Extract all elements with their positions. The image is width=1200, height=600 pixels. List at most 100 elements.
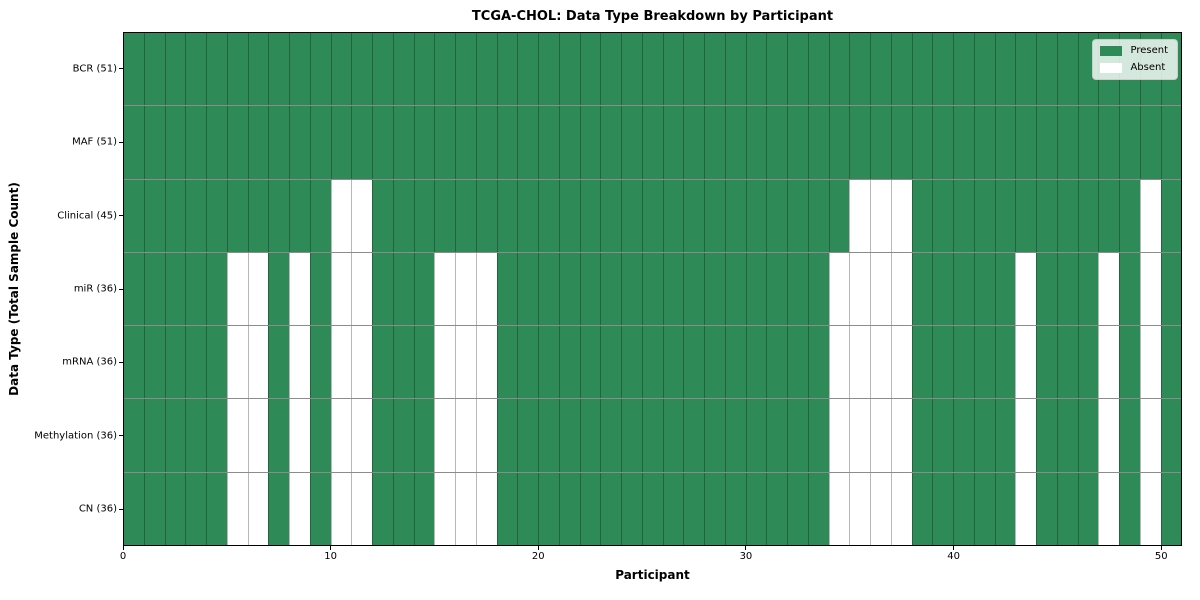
heatmap-cell: [849, 252, 870, 326]
heatmap-cell: [309, 472, 331, 545]
heatmap-cell: [206, 252, 227, 326]
heatmap-cell: [164, 179, 186, 252]
heatmap-cell: [289, 326, 310, 399]
heatmap-cell: [185, 472, 206, 545]
heatmap-cell: [330, 179, 352, 252]
heatmap-cell: [787, 399, 808, 472]
heatmap-cell: [517, 252, 538, 326]
heatmap-cell: [621, 179, 642, 252]
heatmap-cell: [787, 252, 808, 326]
heatmap-cell: [558, 326, 580, 399]
legend-item-present: Present: [1100, 45, 1168, 57]
heatmap-cell: [932, 33, 953, 106]
heatmap-cell: [330, 326, 352, 399]
heatmap-cell: [766, 252, 787, 326]
present-swatch-icon: [1100, 46, 1123, 56]
legend-label-present: Present: [1130, 45, 1168, 56]
heatmap-cell: [1036, 179, 1057, 252]
heatmap-cell: [1160, 326, 1182, 399]
heatmap-cell: [641, 106, 663, 179]
heatmap-cell: [704, 326, 725, 399]
heatmap-cell: [911, 472, 933, 545]
heatmap-cell: [973, 33, 995, 106]
heatmap-cell: [579, 106, 601, 179]
heatmap-cell: [475, 106, 497, 179]
heatmap-cell: [185, 179, 206, 252]
heatmap-cell: [517, 179, 538, 252]
heatmap-cell: [994, 179, 1016, 252]
heatmap-row-mrna: [124, 325, 1182, 399]
heatmap-cell: [787, 106, 808, 179]
heatmap-cell: [1160, 472, 1182, 545]
heatmap-cell: [517, 472, 538, 545]
heatmap-cell: [268, 399, 289, 472]
heatmap-cell: [413, 326, 435, 399]
heatmap-cell: [704, 472, 725, 545]
heatmap-cell: [206, 33, 227, 106]
heatmap-cell: [289, 252, 310, 326]
heatmap-cell: [973, 399, 995, 472]
heatmap-cell: [309, 33, 331, 106]
heatmap-cell: [621, 252, 642, 326]
heatmap-cell: [164, 106, 186, 179]
heatmap-cell: [1119, 472, 1140, 545]
heatmap-cell: [1098, 326, 1119, 399]
heatmap-cell: [268, 33, 289, 106]
heatmap-cell: [517, 33, 538, 106]
heatmap-cell: [724, 472, 746, 545]
heatmap-cell: [1119, 252, 1140, 326]
heatmap-cell: [745, 33, 767, 106]
heatmap-cell: [621, 33, 642, 106]
heatmap-cell: [1119, 106, 1140, 179]
heatmap-cell: [1056, 399, 1078, 472]
heatmap-cell: [247, 472, 269, 545]
heatmap-cell: [1077, 252, 1099, 326]
heatmap-cell: [455, 33, 476, 106]
heatmap-cell: [143, 106, 165, 179]
heatmap-cell: [600, 399, 621, 472]
heatmap-cell: [932, 106, 953, 179]
heatmap-cell: [496, 33, 518, 106]
heatmap-cell: [1036, 33, 1057, 106]
heatmap-cell: [475, 179, 497, 252]
heatmap-cell: [641, 472, 663, 545]
heatmap-cell: [1160, 399, 1182, 472]
heatmap-cell: [579, 472, 601, 545]
heatmap-cell: [434, 326, 455, 399]
heatmap-cell: [475, 399, 497, 472]
heatmap-cell: [330, 399, 352, 472]
heatmap-cell: [496, 179, 518, 252]
heatmap-cell: [662, 399, 684, 472]
heatmap-cell: [496, 472, 518, 545]
heatmap-cell: [455, 326, 476, 399]
heatmap-cell: [849, 33, 870, 106]
heatmap-cell: [787, 326, 808, 399]
heatmap-cell: [309, 399, 331, 472]
heatmap-cell: [600, 472, 621, 545]
heatmap-cell: [704, 399, 725, 472]
heatmap-cell: [579, 252, 601, 326]
heatmap-cell: [289, 33, 310, 106]
heatmap-cell: [475, 472, 497, 545]
heatmap-cell: [185, 399, 206, 472]
heatmap-cell: [351, 252, 372, 326]
heatmap-cell: [1077, 472, 1099, 545]
heatmap-cell: [579, 399, 601, 472]
y-tick-label: miR (36): [73, 283, 117, 295]
heatmap-cell: [1098, 106, 1119, 179]
legend-item-absent: Absent: [1100, 62, 1168, 74]
heatmap-cell: [206, 179, 227, 252]
heatmap-cell: [206, 399, 227, 472]
heatmap-cell: [683, 106, 704, 179]
heatmap-cell: [683, 472, 704, 545]
heatmap-cell: [890, 252, 912, 326]
x-tick-label: 40: [947, 551, 960, 562]
heatmap-cell: [185, 326, 206, 399]
heatmap-cell: [807, 252, 829, 326]
heatmap-cell: [289, 106, 310, 179]
heatmap-cell: [164, 33, 186, 106]
heatmap-cell: [641, 399, 663, 472]
heatmap-cell: [641, 33, 663, 106]
heatmap-cell: [807, 472, 829, 545]
